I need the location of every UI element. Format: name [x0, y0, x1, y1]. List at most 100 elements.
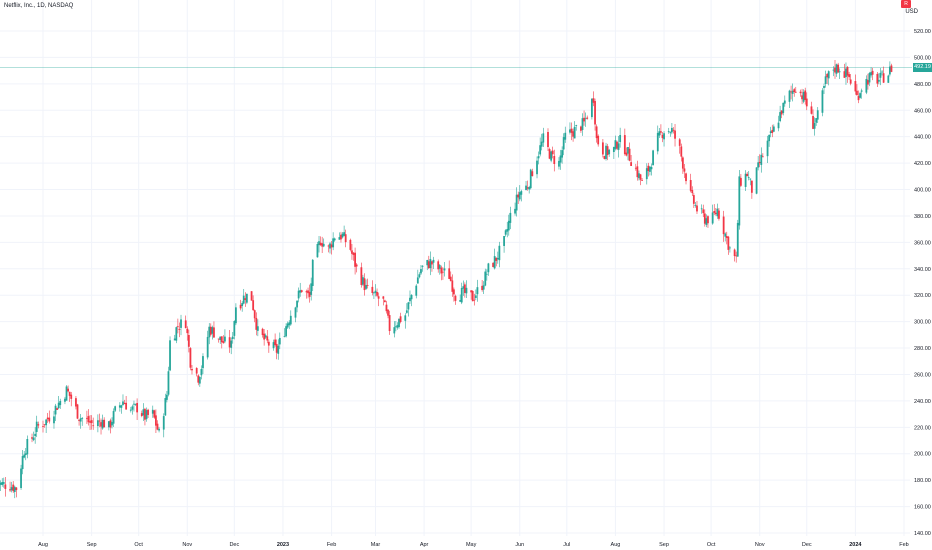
candle-body	[597, 135, 600, 145]
candle-body	[235, 307, 237, 324]
candle-body	[739, 177, 742, 186]
candle-body	[222, 341, 225, 344]
candle-body	[250, 291, 253, 301]
candle-body	[131, 406, 134, 410]
candle-body	[783, 100, 786, 104]
candle-body	[459, 300, 462, 302]
candle-body	[487, 263, 490, 273]
candle-body	[750, 180, 753, 193]
candle-body	[123, 402, 126, 405]
time-axis[interactable]: Aug Sep Oct Nov Dec 2023 Feb Mar Apr May Jun Jul Aug…	[38, 542, 909, 548]
candle-body	[780, 110, 783, 115]
candle-body	[772, 126, 775, 132]
price-tick-label: 440.00	[914, 135, 931, 141]
candle-body	[202, 356, 204, 369]
price-tick-label: 240.00	[914, 399, 931, 405]
candle-body	[881, 71, 883, 73]
candle-body	[827, 71, 830, 79]
candle-body	[474, 295, 477, 298]
candle-body	[100, 422, 102, 427]
candle-body	[230, 340, 233, 348]
candle-body	[801, 95, 803, 100]
candle-body	[700, 208, 703, 210]
time-tick-label: Jul	[563, 542, 570, 548]
candle-body	[20, 468, 22, 489]
candle-body	[539, 145, 542, 155]
candle-body	[387, 309, 389, 316]
candle-body	[173, 338, 176, 341]
candle-body	[340, 234, 342, 240]
candle-body	[46, 417, 49, 420]
candle-body	[470, 290, 473, 293]
candle-body	[187, 335, 190, 347]
candle-body	[245, 293, 248, 303]
time-tick-label: 2023	[277, 542, 289, 548]
candle-body	[816, 110, 819, 120]
candle-body	[729, 247, 731, 249]
candle-body	[344, 234, 347, 243]
candle-body	[1, 482, 4, 485]
candle-body	[788, 90, 791, 102]
candle-body	[859, 93, 861, 98]
candle-body	[142, 409, 145, 416]
candle-body	[656, 132, 659, 152]
candle-body	[176, 326, 179, 328]
candle-body	[101, 419, 104, 429]
candle-body	[518, 192, 521, 200]
r-badge[interactable]: R	[901, 0, 911, 8]
candle-body	[134, 404, 137, 405]
candle-body	[612, 147, 615, 153]
candle-body	[744, 173, 747, 187]
candle-body	[239, 304, 242, 309]
candle-body	[581, 118, 584, 130]
price-tick-label: 140.00	[914, 531, 931, 537]
candle-body	[169, 340, 171, 371]
time-tick-label: Dec	[802, 542, 812, 548]
candle-body	[31, 437, 33, 439]
candle-body	[845, 68, 847, 78]
candle-body	[35, 421, 38, 432]
candle-body	[256, 326, 259, 331]
candle-body	[2, 482, 5, 484]
candle-body	[362, 277, 364, 285]
candle-body	[158, 428, 160, 431]
candle-body	[299, 290, 302, 293]
candle-body	[263, 333, 266, 340]
candle-body	[799, 91, 802, 94]
candle-body	[206, 336, 209, 358]
price-tick-label: 320.00	[914, 293, 931, 299]
candle-body	[442, 271, 444, 273]
candle-body	[702, 209, 705, 214]
candle-body	[722, 216, 725, 235]
candle-body	[43, 424, 46, 426]
price-tick-label: 520.00	[914, 29, 931, 35]
candle-body	[705, 218, 708, 225]
candle-body	[460, 287, 463, 303]
candle-body	[603, 156, 606, 160]
candle-body	[878, 79, 880, 82]
candle-body	[440, 267, 443, 274]
candle-body	[868, 72, 871, 83]
price-axis[interactable]: 520.00 500.00 480.00 460.00 440.00 420.00 400.…	[914, 29, 931, 537]
candle-body	[537, 156, 540, 159]
candle-body	[638, 173, 640, 179]
currency-label[interactable]: USD	[905, 9, 918, 15]
candle-body	[253, 310, 256, 319]
candle-body	[493, 256, 496, 269]
candle-body	[186, 328, 189, 334]
candle-body	[663, 133, 665, 140]
candle-body	[594, 101, 596, 125]
candle-body	[857, 96, 860, 101]
candle-body	[703, 213, 706, 224]
candle-body	[297, 290, 300, 299]
candle-body	[747, 177, 750, 179]
candle-body	[140, 413, 143, 417]
candle-body	[649, 166, 651, 172]
candle-body	[81, 417, 84, 419]
candle-body	[65, 386, 68, 401]
candle-body	[727, 236, 730, 250]
candle-body	[231, 336, 234, 339]
candle-body	[670, 127, 673, 133]
candle-body	[870, 72, 872, 76]
